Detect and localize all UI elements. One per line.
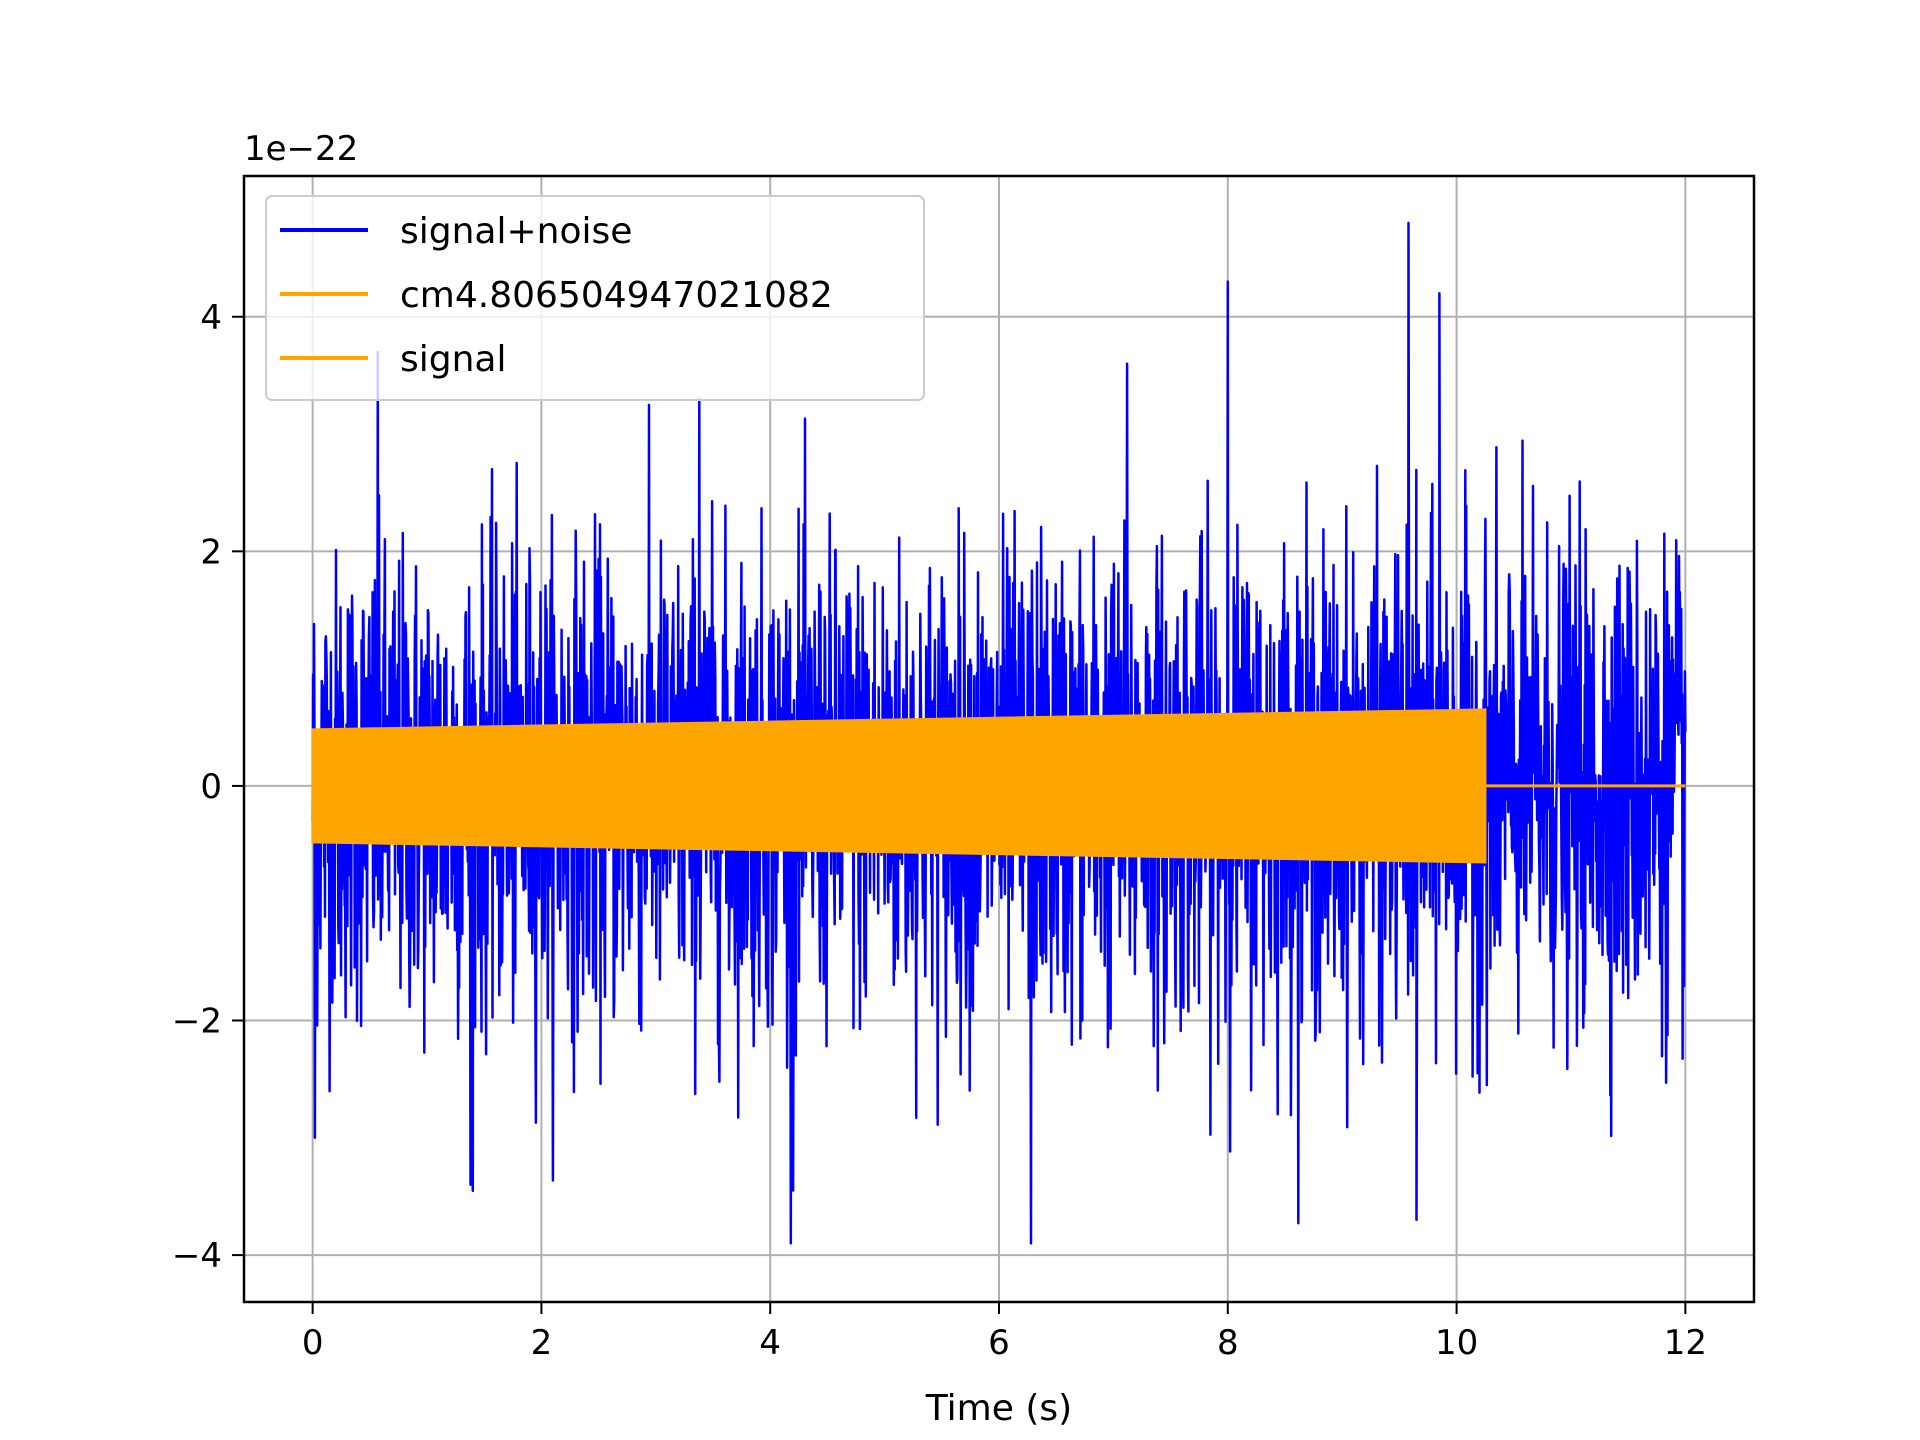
x-tick-label: 12 [1664, 1323, 1707, 1363]
x-tick-label: 8 [1217, 1323, 1239, 1363]
series-layer [311, 221, 1687, 1245]
y-tick-label: 2 [200, 532, 222, 572]
legend-box [265, 195, 925, 401]
y-tick-label: 0 [200, 767, 222, 807]
legend-label-signal: signal [400, 339, 507, 380]
ticks: 0 2 4 6 8 10 12 −4 −2 0 2 4 [172, 298, 1707, 1363]
x-tick-label: 2 [531, 1323, 553, 1363]
y-tick-label: −4 [172, 1236, 222, 1276]
y-tick-label: −2 [172, 1002, 222, 1042]
series-cm [311, 708, 1487, 864]
x-tick-label: 4 [759, 1323, 781, 1363]
x-tick-label: 0 [302, 1323, 324, 1363]
legend: signal+noise cm4.806504947021082 signal [265, 195, 925, 401]
legend-label-signal-noise: signal+noise [400, 211, 632, 252]
x-axis-label: Time (s) [925, 1388, 1072, 1429]
offset-text: 1e−22 [244, 129, 358, 169]
x-tick-label: 10 [1435, 1323, 1478, 1363]
legend-label-cm: cm4.806504947021082 [400, 275, 833, 316]
x-tick-label: 6 [988, 1323, 1010, 1363]
y-tick-label: 4 [200, 298, 222, 338]
